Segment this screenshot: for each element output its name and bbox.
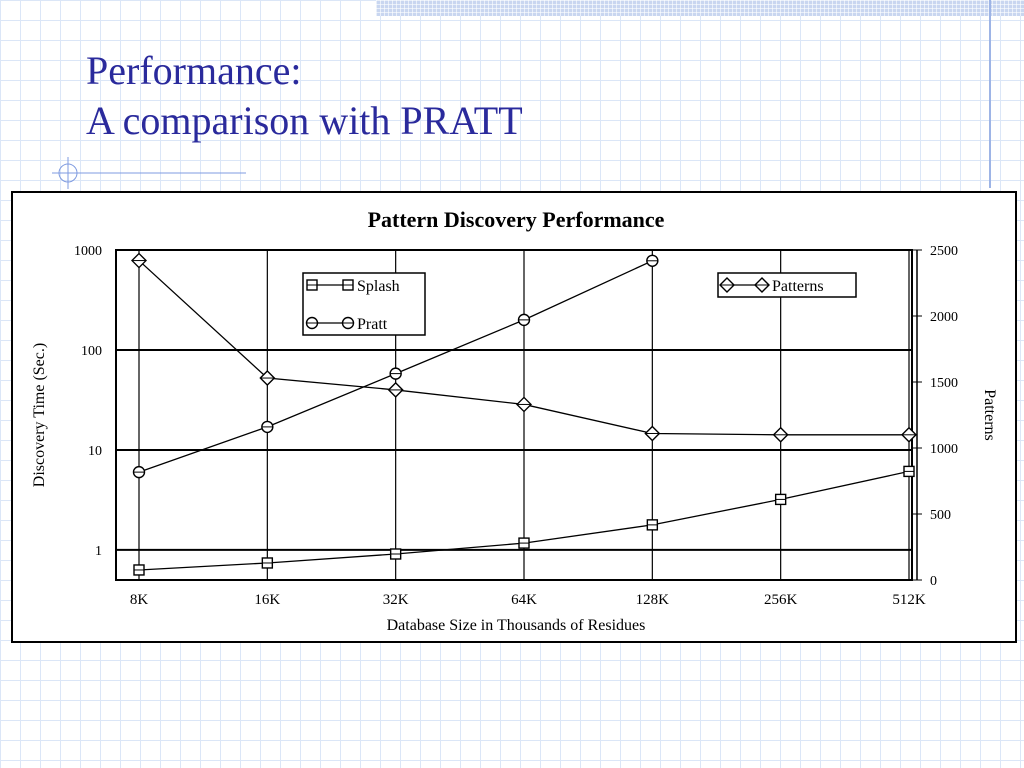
legend-label-patterns: Patterns [772,278,824,295]
legend-label-splash: Splash [357,278,400,295]
y-right-tick-label: 500 [930,508,951,523]
decorative-rule [989,0,991,188]
y-right-tick-label: 0 [930,574,937,589]
x-axis-label: Database Size in Thousands of Residues [387,617,646,634]
y-axis-right-label: Patterns [981,389,998,441]
legend-box-left [302,272,426,336]
x-tick-label: 8K [130,592,149,608]
y-right-tick-label: 2000 [930,310,958,325]
y-left-tick-label: 100 [81,344,102,359]
x-tick-label: 128K [636,592,670,608]
x-tick-label: 64K [511,592,537,608]
slide-title-line-1: Performance: [86,48,302,93]
crosshair-ornament [52,157,246,189]
plot-area: 1 10 100 1000 8K 16K 32K 64K 128K 256K 512K 0 500 100… [74,244,958,608]
chart-frame: Pattern Discovery Performance Database S… [11,191,1017,643]
y-right-tick-label: 2500 [930,244,958,259]
legend-label-pratt: Pratt [357,316,388,333]
y-right-tick-label: 1000 [930,442,958,457]
y-right-tick-label: 1500 [930,376,958,391]
plot-frame [115,249,913,581]
slide-title: Performance: A comparison with PRATT [86,46,523,146]
x-tick-label: 256K [764,592,798,608]
y-left-tick-label: 1000 [74,244,102,259]
slide-title-line-2: A comparison with PRATT [86,98,523,143]
chart-title: Pattern Discovery Performance [368,207,665,232]
x-tick-label: 16K [254,592,280,608]
x-tick-label: 512K [892,592,926,608]
decorative-band [376,0,1024,16]
y-left-tick-label: 1 [95,544,102,559]
y-left-tick-label: 10 [88,444,102,459]
y-axis-left-label: Discovery Time (Sec.) [31,343,48,487]
x-tick-label: 32K [383,592,409,608]
